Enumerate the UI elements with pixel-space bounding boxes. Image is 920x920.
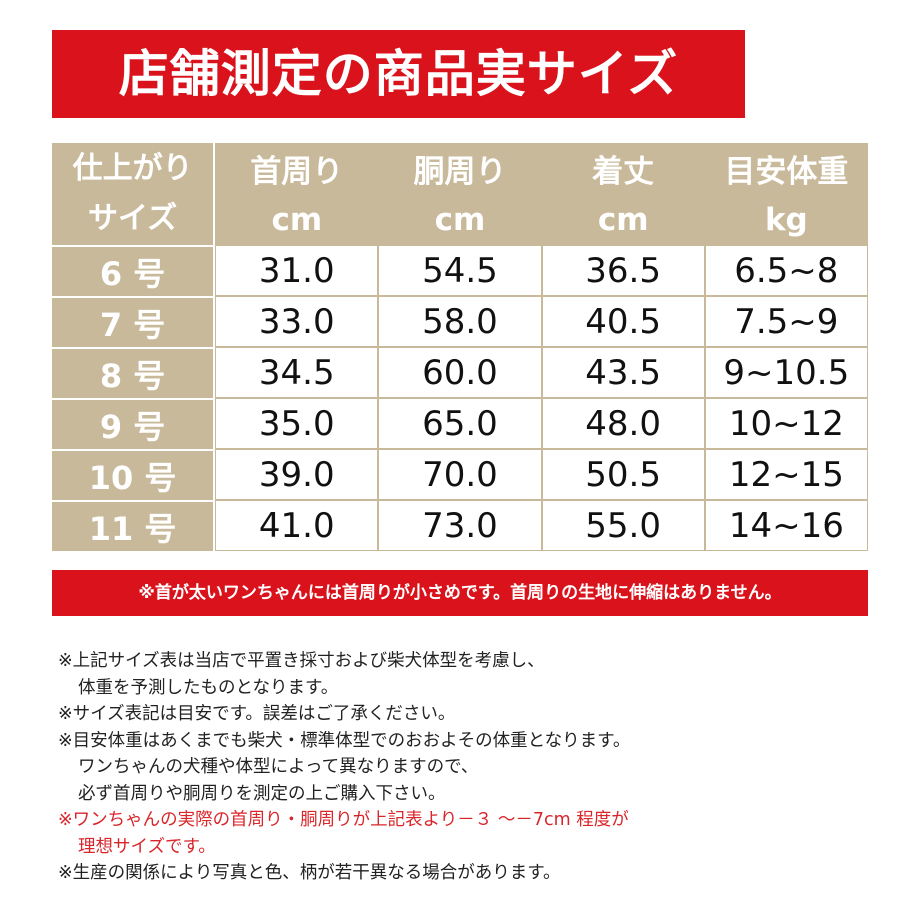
row-header: 9 号 <box>52 398 216 449</box>
column-name: 目安体重 <box>704 143 868 194</box>
cell-value: 10~12 <box>704 398 868 449</box>
note-line: ※目安体重はあくまでも柴犬・標準体型でのおおよその体重となります。 <box>58 730 631 751</box>
column-unit: cm <box>215 194 379 245</box>
cell-value: 73.0 <box>378 500 542 551</box>
cell-value: 40.5 <box>541 296 705 347</box>
cell-value: 39.0 <box>215 449 379 500</box>
cell-value: 58.0 <box>378 296 542 347</box>
cell-value: 60.0 <box>378 347 542 398</box>
note: ※ワンちゃんの実際の首周り・胴周りが上記表より－３ ～－7cm 程度が理想サイズ… <box>58 807 878 860</box>
cell-value: 35.0 <box>215 398 379 449</box>
cell-value: 70.0 <box>378 449 542 500</box>
note-line: 必ず首周りや胴周りを測定の上ご購入下さい。 <box>78 783 446 804</box>
row-header: 11 号 <box>52 500 216 551</box>
note: ※生産の関係により写真と色、柄が若干異なる場合があります。 <box>58 860 878 887</box>
column-name: 着丈 <box>541 143 705 194</box>
notes: ※上記サイズ表は当店で平置き採寸および柴犬体型を考慮し、体重を予測したものとなり… <box>58 648 878 887</box>
corner-header: 仕上がり サイズ <box>52 143 216 245</box>
note-line: ワンちゃんの犬種や体型によって異なりますので、 <box>78 757 479 777</box>
cell-value: 41.0 <box>215 500 379 551</box>
cell-value: 31.0 <box>215 245 379 296</box>
column-name: 首周り <box>215 143 379 194</box>
note: ※上記サイズ表は当店で平置き採寸および柴犬体型を考慮し、体重を予測したものとなり… <box>58 648 878 701</box>
note-line: 体重を予測したものとなります。 <box>78 677 339 698</box>
corner-line: 仕上がり <box>72 151 193 186</box>
note-line: ※生産の関係により写真と色、柄が若干異なる場合があります。 <box>58 863 561 883</box>
note-line: ※サイズ表記は目安です。誤差はご了承ください。 <box>58 704 456 724</box>
cell-value: 55.0 <box>541 500 705 551</box>
cell-value: 34.5 <box>215 347 379 398</box>
cell-value: 14~16 <box>704 500 868 551</box>
row-header: 8 号 <box>52 347 216 398</box>
column-unit: cm <box>378 194 542 245</box>
row-header: 6 号 <box>52 245 216 296</box>
cell-value: 65.0 <box>378 398 542 449</box>
column-unit: cm <box>541 194 705 245</box>
note-line: 理想サイズです。 <box>78 836 216 857</box>
cell-value: 36.5 <box>541 245 705 296</box>
cell-value: 54.5 <box>378 245 542 296</box>
note-line: ※ワンちゃんの実際の首周り・胴周りが上記表より－３ ～－7cm 程度が <box>58 810 629 830</box>
size-table: 仕上がり サイズ 首周り cm 胴周り cm 着丈 cm 目安体重 kg 6 号 31.0 54.5 36… <box>52 143 868 551</box>
cell-value: 9~10.5 <box>704 347 868 398</box>
note-line: ※上記サイズ表は当店で平置き採寸および柴犬体型を考慮し、 <box>58 651 545 671</box>
note: ※目安体重はあくまでも柴犬・標準体型でのおおよその体重となります。ワンちゃんの犬… <box>58 728 878 808</box>
column-name: 胴周り <box>378 143 542 194</box>
cell-value: 6.5~8 <box>704 245 868 296</box>
row-header: 10 号 <box>52 449 216 500</box>
warning: ※首が太いワンちゃんには首周りが小さめです。首周りの生地に伸縮はありません。 <box>52 570 868 616</box>
row-header: 7 号 <box>52 296 216 347</box>
note: ※サイズ表記は目安です。誤差はご了承ください。 <box>58 701 878 728</box>
cell-value: 12~15 <box>704 449 868 500</box>
title: 店舗測定の商品実サイズ <box>52 30 745 118</box>
cell-value: 33.0 <box>215 296 379 347</box>
column-unit: kg <box>704 194 868 245</box>
cell-value: 50.5 <box>541 449 705 500</box>
cell-value: 48.0 <box>541 398 705 449</box>
corner-line: サイズ <box>88 201 178 236</box>
cell-value: 7.5~9 <box>704 296 868 347</box>
cell-value: 43.5 <box>541 347 705 398</box>
